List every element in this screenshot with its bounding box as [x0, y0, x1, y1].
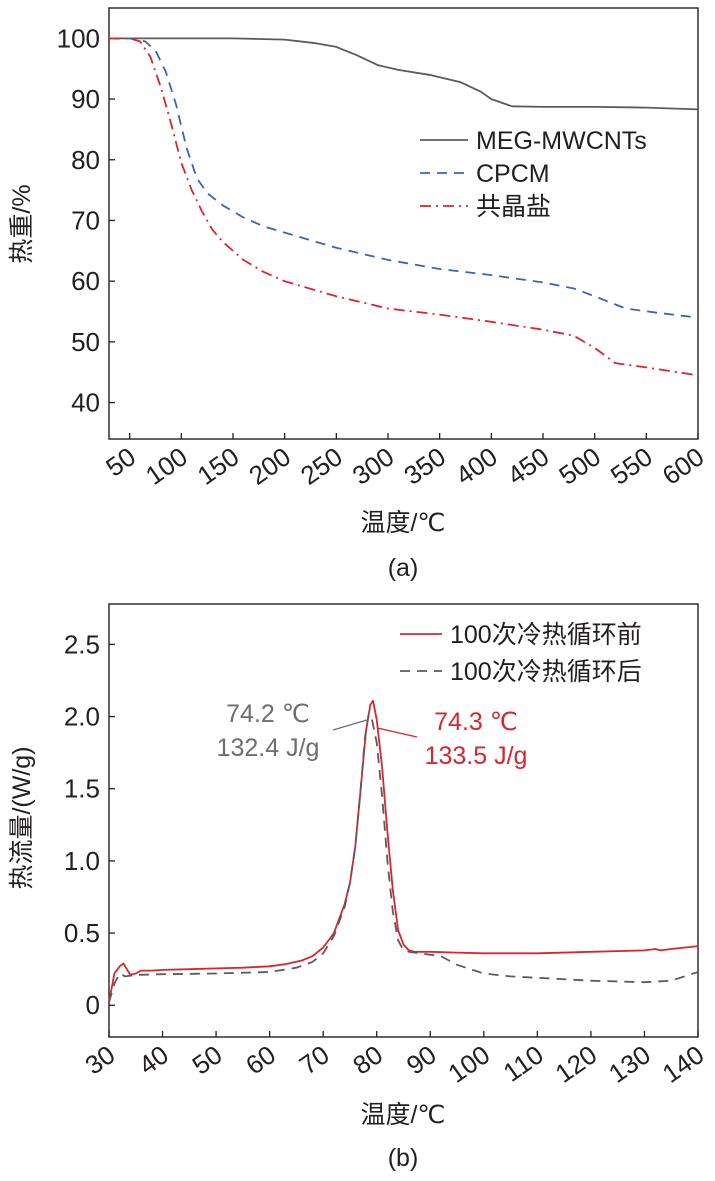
x-tick-label: 50: [100, 441, 141, 482]
x-tick-label: 110: [498, 1039, 549, 1087]
x-tick-label: 150: [192, 441, 245, 490]
x-tick-label: 50: [187, 1039, 228, 1080]
series-line: [108, 699, 699, 1002]
y-tick-label: 0.5: [64, 918, 100, 948]
x-tick-label: 550: [605, 441, 658, 490]
x-tick-label: 250: [295, 441, 348, 490]
legend-label: MEG-MWCNTs: [476, 127, 647, 155]
peak-annotation-text: 133.5 J/g: [425, 742, 528, 770]
figure-caption: (a): [388, 554, 419, 582]
x-axis-label: 温度/℃: [360, 509, 445, 537]
peak-annotation-text: 132.4 J/g: [217, 734, 320, 762]
x-tick-label: 80: [347, 1039, 388, 1080]
y-tick-label: 50: [71, 327, 100, 357]
y-tick-label: 90: [71, 84, 100, 114]
x-tick-label: 400: [450, 441, 503, 490]
x-tick-label: 90: [401, 1039, 442, 1080]
peak-annotation-text: 74.3 ℃: [434, 708, 518, 736]
x-tick-label: 500: [553, 441, 606, 490]
y-tick-label: 80: [71, 145, 100, 175]
dsc-chart: 00.51.01.52.02.530 40 50 60 70 80 90 100 110 120 1…: [8, 603, 710, 1172]
series-line: [108, 712, 699, 1003]
legend-label: CPCM: [476, 160, 550, 188]
y-tick-label: 1.5: [64, 774, 100, 804]
x-tick-label: 60: [240, 1039, 281, 1080]
x-tick-label: 300: [347, 441, 400, 490]
y-axis-label: 热重/%: [8, 184, 36, 263]
annotation-leader: [332, 718, 369, 731]
y-tick-label: 1.0: [64, 846, 100, 876]
y-tick-label: 0: [86, 990, 100, 1020]
x-tick-label: 200: [243, 441, 296, 490]
plot-frame: [108, 7, 699, 440]
y-tick-label: 100: [57, 23, 100, 53]
x-tick-label: 30: [80, 1039, 121, 1080]
legend-label: 100次冷热循环后: [450, 658, 642, 686]
y-tick-label: 40: [71, 388, 100, 418]
x-tick-label: 70: [294, 1039, 335, 1080]
tga-chart: 4050607080901005010015020025030035040045…: [8, 7, 710, 582]
legend-label: 共晶盐: [476, 193, 551, 221]
x-tick-label: 600: [657, 441, 710, 490]
plot-frame: [108, 603, 699, 1038]
y-axis-label: 热流量/(W/g): [8, 746, 36, 889]
x-tick-label: 130: [603, 1039, 656, 1088]
x-tick-label: 450: [502, 441, 555, 490]
legend-label: 100次冷热循环前: [450, 621, 642, 649]
x-tick-label: 120: [550, 1039, 603, 1088]
annotation-leader: [377, 727, 418, 738]
y-tick-label: 2.0: [64, 702, 100, 732]
series-line: [109, 37, 699, 319]
x-tick-label: 40: [133, 1039, 174, 1080]
y-tick-label: 60: [71, 266, 100, 296]
peak-annotation-text: 74.2 ℃: [226, 700, 310, 728]
x-tick-label: 350: [398, 441, 451, 490]
x-tick-label: 140: [657, 1039, 710, 1088]
figure-caption: (b): [388, 1144, 419, 1172]
series-line: [109, 37, 699, 377]
x-tick-label: 100: [443, 1039, 496, 1088]
series-line: [109, 37, 699, 111]
y-tick-label: 2.5: [64, 629, 100, 659]
x-axis-label: 温度/℃: [360, 1101, 445, 1129]
y-tick-label: 70: [71, 205, 100, 235]
x-tick-label: 100: [140, 441, 193, 490]
